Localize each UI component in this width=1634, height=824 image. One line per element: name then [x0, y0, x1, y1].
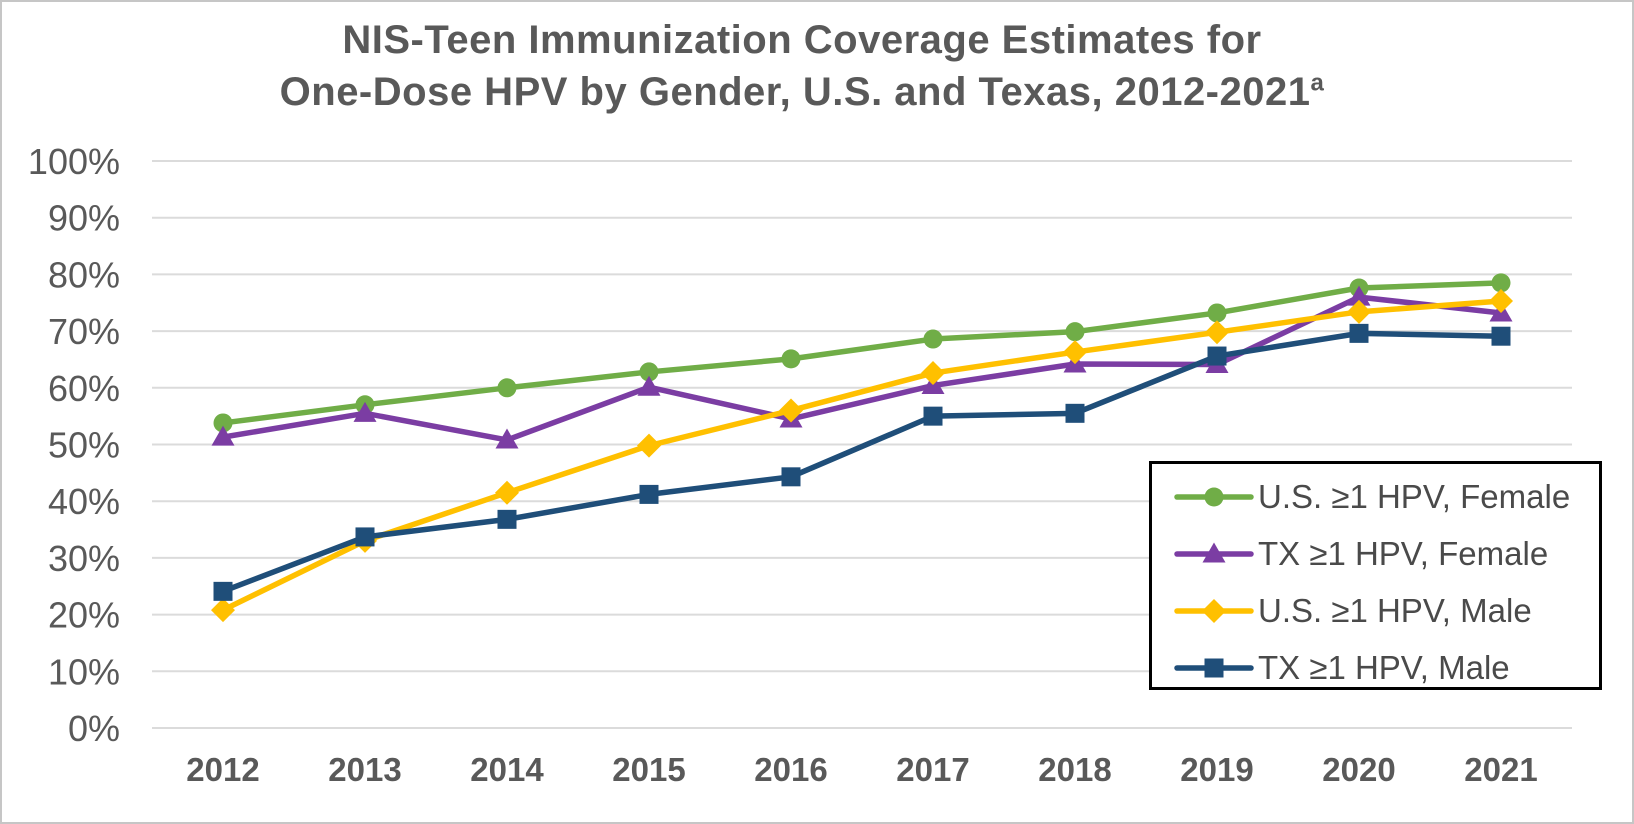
x-axis-tick-label: 2015	[612, 751, 685, 788]
x-axis-tick-label: 2019	[1180, 751, 1253, 788]
data-point-circle	[1207, 303, 1227, 323]
x-axis-tick-label: 2016	[754, 751, 827, 788]
data-point-triangle	[495, 428, 519, 449]
data-point-square	[1204, 658, 1224, 678]
data-point-diamond	[495, 480, 519, 505]
data-point-diamond	[1205, 320, 1229, 345]
series-line	[220, 294, 1504, 443]
legend-item-us-female: U.S. ≥1 HPV, Female	[1174, 478, 1570, 516]
y-axis-tick-label: 60%	[48, 368, 120, 409]
data-point-square	[1349, 323, 1369, 343]
data-point-triangle	[1347, 285, 1371, 306]
line-circle-marker-icon	[1174, 487, 1254, 507]
data-point-square	[1065, 403, 1085, 423]
y-axis-tick-label: 10%	[48, 651, 120, 692]
data-point-circle	[1065, 322, 1085, 342]
x-axis-tick-label: 2014	[470, 751, 544, 788]
legend-item-tx-female: TX ≥1 HPV, Female	[1174, 535, 1548, 573]
data-point-circle	[639, 362, 659, 382]
line-triangle-marker-icon	[1174, 542, 1254, 563]
y-axis-tick-label: 20%	[48, 595, 120, 636]
legend-label: U.S. ≥1 HPV, Female	[1258, 478, 1571, 515]
data-point-diamond	[1202, 599, 1226, 623]
series-line	[220, 280, 1504, 426]
data-point-square	[1207, 346, 1227, 366]
data-point-diamond	[1489, 289, 1513, 314]
data-point-diamond	[211, 598, 235, 623]
chart-title: NIS-Teen Immunization Coverage Estimates…	[2, 14, 1602, 118]
title-footnote-marker: a	[1310, 69, 1325, 97]
data-point-circle	[213, 413, 233, 433]
series-tx-1-hpv-male	[213, 323, 1511, 601]
chart-title-line2: One-Dose HPV by Gender, U.S. and Texas, …	[279, 69, 1325, 114]
data-point-square	[355, 527, 375, 547]
series-line	[220, 330, 1504, 595]
data-point-square	[923, 406, 943, 426]
x-axis-tick-label: 2021	[1464, 751, 1537, 788]
legend-label: U.S. ≥1 HPV, Male	[1258, 592, 1532, 629]
data-point-triangle	[353, 401, 377, 422]
legend-label: TX ≥1 HPV, Male	[1258, 649, 1510, 686]
y-axis-tick-label: 80%	[48, 254, 120, 295]
line-diamond-marker-icon	[1174, 599, 1254, 623]
legend-label: TX ≥1 HPV, Female	[1258, 535, 1549, 572]
chart-title-line1: NIS-Teen Immunization Coverage Estimates…	[342, 18, 1262, 62]
data-point-circle	[497, 378, 517, 398]
data-point-square	[497, 509, 517, 529]
y-axis-tick-label: 40%	[48, 481, 120, 522]
series-u-s-1-hpv-female	[213, 273, 1511, 433]
data-point-circle	[923, 329, 943, 349]
data-point-square	[781, 467, 801, 487]
line-square-marker-icon	[1174, 658, 1254, 678]
data-point-square	[639, 484, 659, 504]
data-point-triangle	[637, 375, 661, 396]
series-line	[220, 298, 1504, 613]
legend-item-tx-male: TX ≥1 HPV, Male	[1174, 649, 1510, 687]
data-point-diamond	[1347, 299, 1371, 324]
data-point-square	[1491, 326, 1511, 346]
chart-legend: U.S. ≥1 HPV, Female TX ≥1 HPV, Female U.…	[1149, 461, 1602, 690]
legend-item-us-male: U.S. ≥1 HPV, Male	[1174, 592, 1532, 630]
data-point-triangle	[1202, 542, 1226, 563]
x-axis-tick-label: 2013	[328, 751, 401, 788]
y-axis-tick-label: 70%	[48, 311, 120, 352]
data-point-circle	[1491, 273, 1511, 293]
data-point-diamond	[637, 433, 661, 458]
x-axis-tick-label: 2017	[896, 751, 969, 788]
y-axis-tick-label: 50%	[48, 425, 120, 466]
y-axis-tick-label: 100%	[28, 141, 120, 182]
y-axis-tick-label: 30%	[48, 538, 120, 579]
x-axis-tick-label: 2012	[186, 751, 259, 788]
data-point-square	[213, 581, 233, 601]
data-point-diamond	[779, 398, 803, 423]
data-point-circle	[1204, 487, 1224, 507]
y-axis-tick-label: 0%	[68, 708, 120, 749]
y-axis-tick-label: 90%	[48, 198, 120, 239]
data-point-triangle	[211, 425, 235, 446]
x-axis-tick-label: 2020	[1322, 751, 1395, 788]
data-point-diamond	[921, 361, 945, 386]
x-axis-tick-label: 2018	[1038, 751, 1111, 788]
data-point-diamond	[1063, 340, 1087, 365]
data-point-circle	[781, 349, 801, 369]
series-tx-1-hpv-female	[211, 285, 1513, 449]
